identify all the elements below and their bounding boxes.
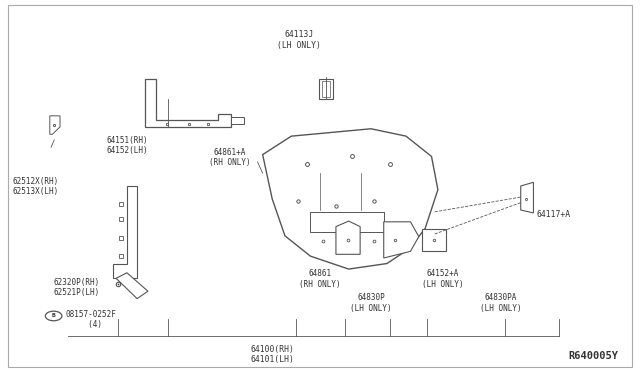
Polygon shape [116,273,148,299]
Bar [322,81,330,97]
Text: B: B [52,314,56,318]
Polygon shape [336,221,360,254]
Polygon shape [145,79,231,127]
Text: R640005Y: R640005Y [568,352,618,361]
Text: 62512X(RH)
62513X(LH): 62512X(RH) 62513X(LH) [13,177,59,196]
Polygon shape [231,116,244,124]
Polygon shape [521,182,534,213]
Bar [319,79,333,99]
Text: 64100(RH)
64101(LH): 64100(RH) 64101(LH) [250,345,294,365]
Text: 64152+A
(LH ONLY): 64152+A (LH ONLY) [422,269,464,289]
Polygon shape [113,186,137,278]
Text: 64861
(RH ONLY): 64861 (RH ONLY) [299,269,341,289]
Text: 64861+A
(RH ONLY): 64861+A (RH ONLY) [209,148,250,167]
Text: 62320P(RH)
62521P(LH): 62320P(RH) 62521P(LH) [54,278,100,297]
Text: 64151(RH)
64152(LH): 64151(RH) 64152(LH) [107,136,148,155]
Polygon shape [384,222,419,258]
Bar [310,212,384,232]
Text: 08157-0252F
     (4): 08157-0252F (4) [65,310,116,329]
Polygon shape [422,229,446,251]
Polygon shape [50,116,60,134]
Text: 64117+A: 64117+A [537,210,571,219]
Text: 64113J
(LH ONLY): 64113J (LH ONLY) [277,31,321,50]
Polygon shape [262,129,438,269]
Text: 64830P
(LH ONLY): 64830P (LH ONLY) [350,294,392,313]
Text: 64830PA
(LH ONLY): 64830PA (LH ONLY) [479,294,521,313]
